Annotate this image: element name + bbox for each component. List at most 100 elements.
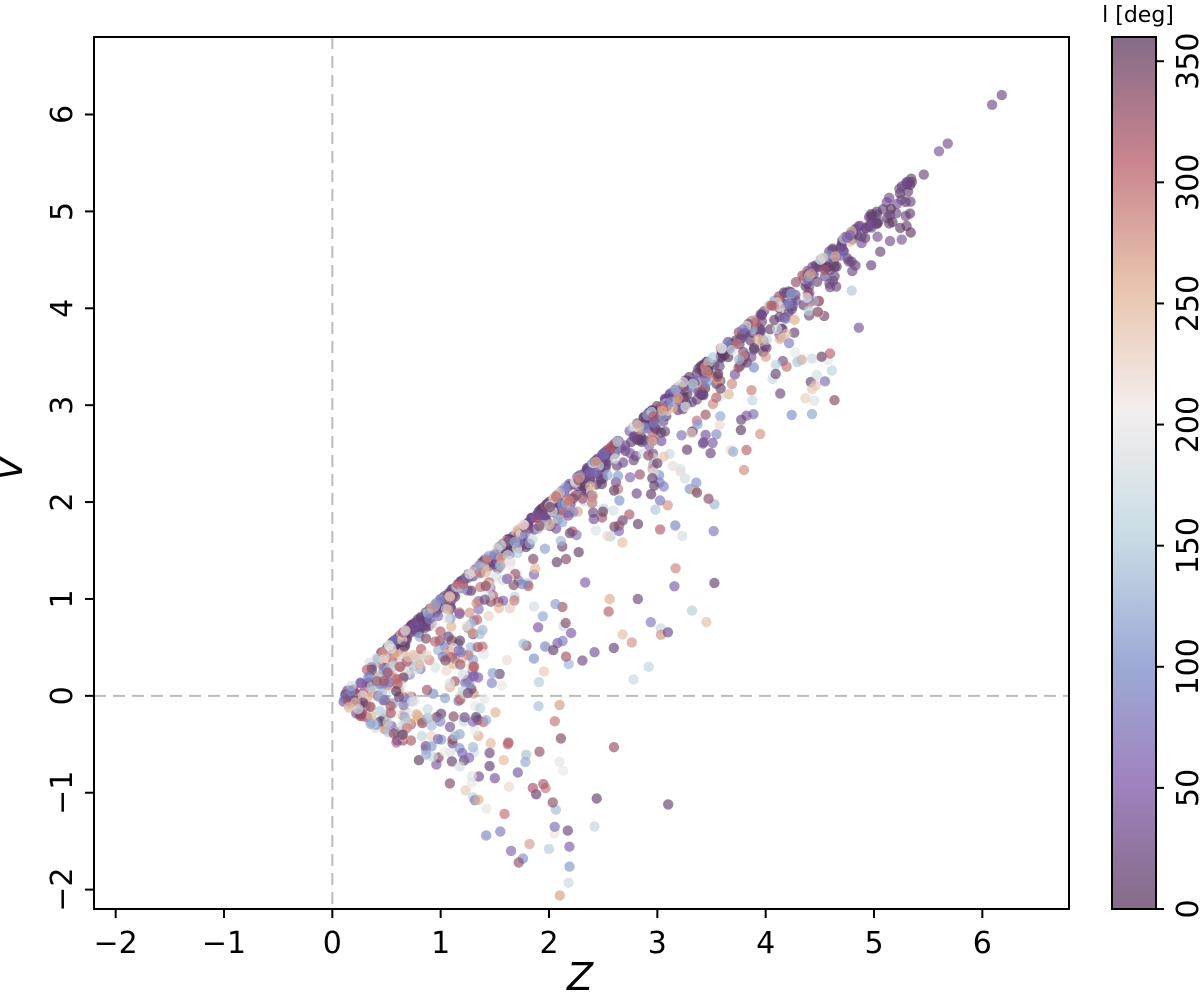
x-tick-label: 6 <box>973 926 992 961</box>
data-point <box>479 693 490 704</box>
data-point <box>444 678 455 689</box>
data-point <box>484 747 495 759</box>
data-point <box>363 671 374 683</box>
data-point <box>654 495 666 506</box>
data-point <box>738 464 750 476</box>
data-point <box>503 781 515 792</box>
y-tick-label: −2 <box>45 868 80 912</box>
data-point <box>564 861 575 872</box>
data-point <box>609 521 620 532</box>
data-point <box>716 342 727 354</box>
data-point <box>597 506 609 517</box>
data-point <box>580 577 591 588</box>
data-point <box>475 703 486 714</box>
data-point <box>643 450 654 461</box>
data-point <box>605 443 616 454</box>
data-point <box>426 741 437 752</box>
data-point <box>896 234 907 245</box>
x-axis-label: Z <box>566 955 594 993</box>
data-point <box>444 591 455 602</box>
data-point <box>648 411 659 422</box>
data-point <box>512 767 523 778</box>
data-point <box>533 676 545 688</box>
data-point <box>495 540 507 551</box>
data-point <box>513 857 524 868</box>
data-point <box>612 436 623 447</box>
data-point <box>574 472 585 483</box>
data-point <box>509 595 520 606</box>
data-point <box>409 695 420 707</box>
data-point <box>905 227 916 238</box>
data-point <box>548 644 559 656</box>
data-point <box>439 692 451 704</box>
data-point <box>894 183 905 194</box>
data-point <box>735 424 747 436</box>
data-point <box>489 773 500 784</box>
data-point <box>468 661 480 672</box>
data-point <box>518 638 529 649</box>
data-point <box>783 298 794 310</box>
data-point <box>382 717 393 728</box>
data-point <box>479 594 490 605</box>
data-point <box>669 384 680 395</box>
data-point <box>467 742 479 753</box>
data-point <box>421 684 433 696</box>
y-axis-ticks: −2 −1 0 1 2 3 4 5 6 <box>45 105 94 912</box>
data-point <box>539 543 551 554</box>
data-point <box>391 686 402 697</box>
data-point <box>498 755 509 766</box>
data-point <box>786 409 797 421</box>
data-point <box>481 714 492 726</box>
data-point <box>656 435 667 447</box>
data-point <box>577 493 588 504</box>
data-point <box>812 306 823 317</box>
data-point <box>770 368 781 380</box>
data-point <box>414 659 425 670</box>
data-point <box>847 265 858 277</box>
data-point <box>441 665 452 676</box>
data-point <box>624 472 636 483</box>
data-point <box>421 649 432 661</box>
data-point <box>670 563 681 574</box>
data-point <box>697 438 709 449</box>
colorbar-tick-label: 300 <box>1171 154 1200 211</box>
data-point <box>680 401 691 412</box>
data-point <box>732 338 743 350</box>
data-point <box>996 89 1007 101</box>
data-point <box>647 436 658 447</box>
data-point <box>392 674 403 685</box>
data-point <box>736 414 747 425</box>
x-tick-label: 2 <box>539 926 558 961</box>
data-point <box>449 730 461 742</box>
data-point <box>769 314 780 326</box>
data-point <box>453 645 465 656</box>
data-point <box>549 716 560 727</box>
data-point <box>700 429 711 441</box>
data-point <box>668 461 679 472</box>
colorbar-tick-label: 250 <box>1171 275 1200 332</box>
data-point <box>708 525 719 537</box>
data-point <box>564 495 575 506</box>
data-point <box>809 395 820 406</box>
data-point <box>628 431 639 442</box>
data-point <box>711 429 722 440</box>
data-point <box>502 739 513 750</box>
data-point <box>439 746 450 757</box>
data-point <box>608 485 620 496</box>
data-point <box>806 408 818 420</box>
data-points <box>338 89 1007 901</box>
data-point <box>723 389 734 400</box>
data-point <box>454 761 465 772</box>
data-point <box>872 231 883 242</box>
data-point <box>854 220 866 231</box>
data-point <box>812 276 823 287</box>
data-point <box>624 509 635 520</box>
data-point <box>440 655 451 666</box>
data-point <box>589 647 600 658</box>
data-point <box>532 622 544 633</box>
data-point <box>771 323 783 335</box>
data-point <box>565 627 577 639</box>
data-point <box>481 566 492 578</box>
colorbar-tick-label: 100 <box>1171 638 1200 695</box>
